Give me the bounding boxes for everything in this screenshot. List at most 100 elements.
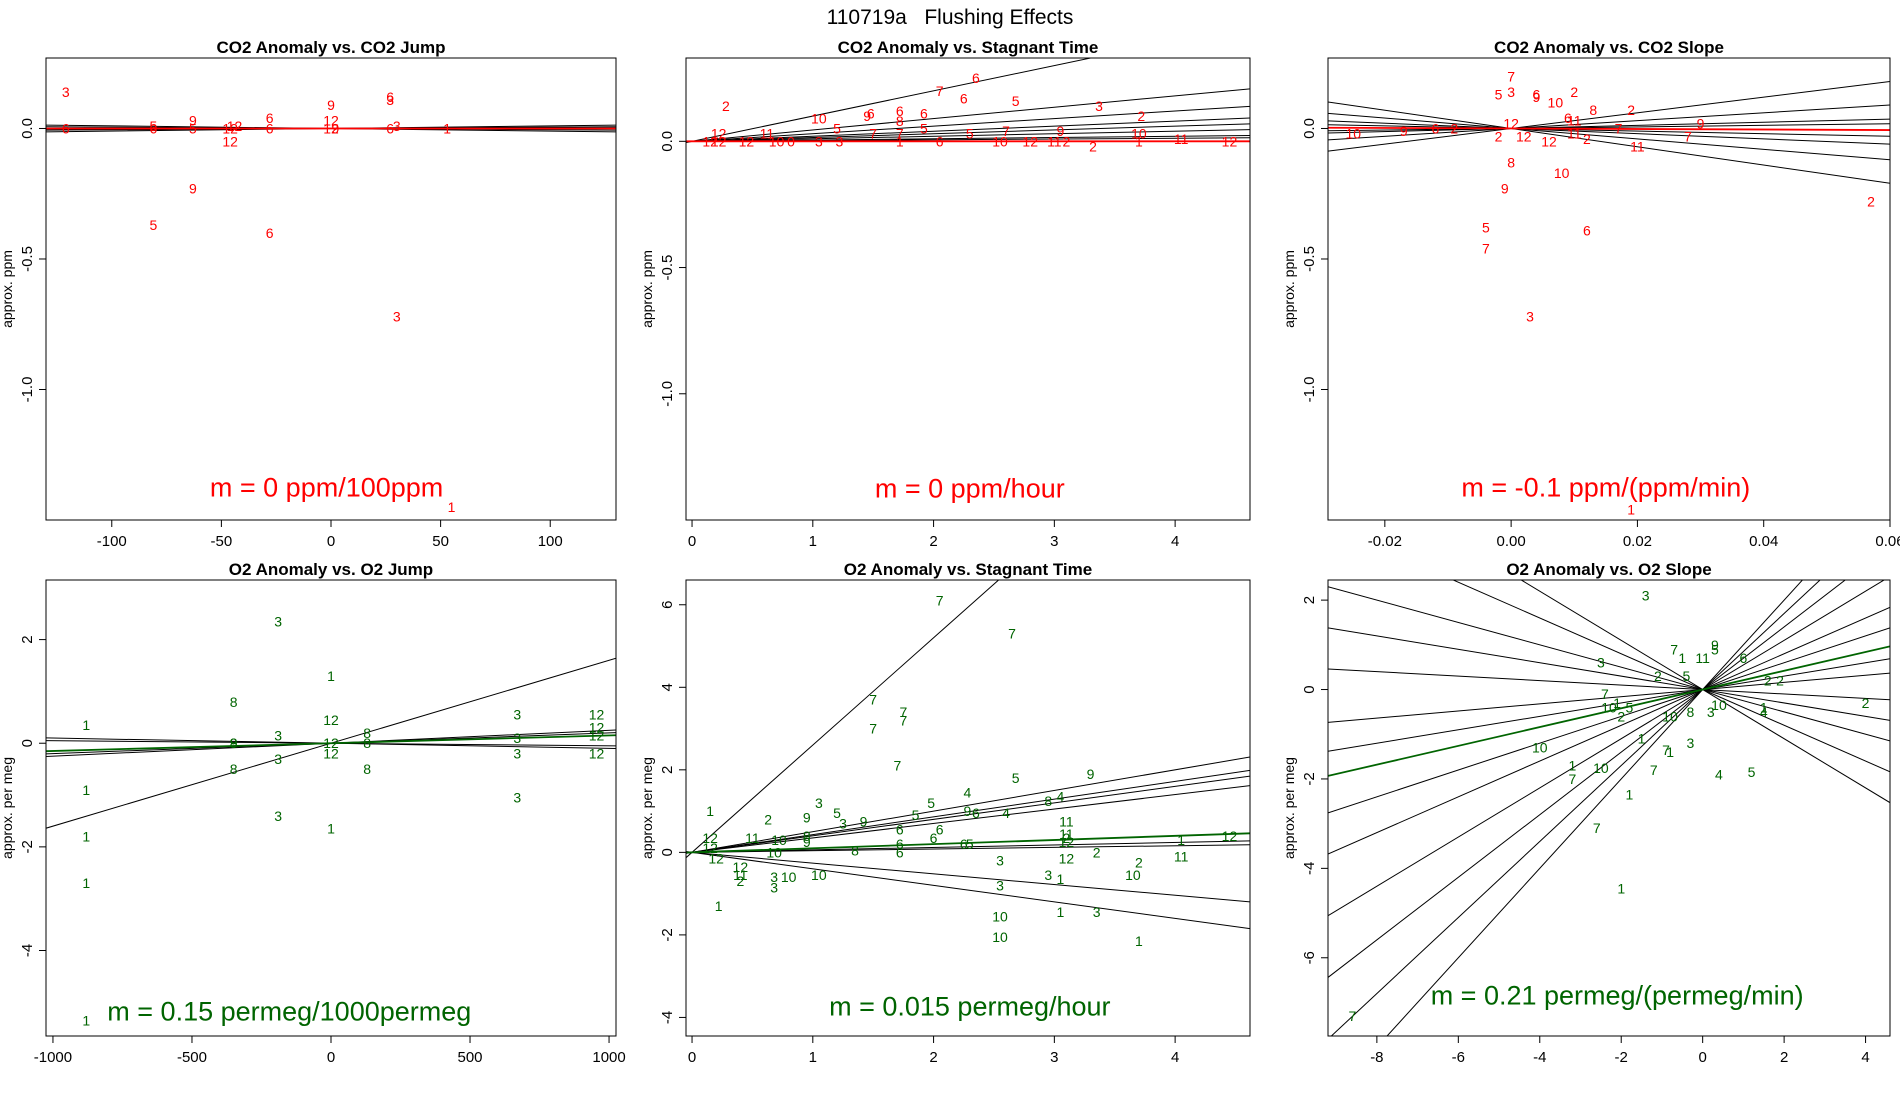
- fit-line-1: [1328, 101, 1890, 184]
- x-tick-label: 0: [688, 533, 696, 550]
- x-tick-label: 1000: [592, 1049, 625, 1066]
- data-point: 3: [1093, 904, 1101, 920]
- data-point: 1: [1056, 904, 1064, 920]
- y-tick-label: -4: [1301, 862, 1318, 875]
- fit-lines: [686, 58, 1250, 144]
- y-tick-label: 6: [659, 601, 676, 609]
- data-point: 1: [82, 829, 90, 845]
- x-tick-label: -8: [1370, 1049, 1383, 1066]
- data-point: 9: [863, 108, 871, 124]
- y-axis-label: approx. per meg: [0, 757, 15, 859]
- data-point: 5: [1682, 668, 1690, 684]
- data-point: 3: [815, 795, 823, 811]
- y-tick-label: 4: [659, 683, 676, 691]
- data-point: 3: [1526, 308, 1534, 324]
- slope-annotation: m = -0.1 ppm/(ppm/min): [1461, 473, 1750, 503]
- fit-lines: [686, 580, 1250, 930]
- fit-line-7: [1328, 124, 1890, 137]
- data-point: 8: [851, 842, 859, 858]
- data-point: 12: [1516, 128, 1532, 144]
- data-point: 7: [1008, 626, 1016, 642]
- data-point: 12: [227, 118, 243, 134]
- data-point: 6: [896, 103, 904, 119]
- fit-line-main: [1328, 126, 1890, 131]
- data-point: 12: [1541, 134, 1557, 150]
- y-tick-label: -2: [19, 840, 36, 853]
- fit-line-2: [686, 756, 1250, 854]
- x-tick-label: 2: [929, 1049, 937, 1066]
- data-point: 8: [363, 761, 371, 777]
- data-point: 6: [930, 830, 938, 846]
- data-point: 1: [1638, 731, 1646, 747]
- data-point: 11: [1059, 813, 1074, 829]
- data-point: 3: [1707, 704, 1715, 720]
- data-point: 12: [711, 126, 727, 142]
- data-point: 2: [1627, 102, 1635, 118]
- data-point: 2: [1776, 673, 1784, 689]
- y-tick-label: 0.0: [659, 131, 676, 152]
- data-point: 12: [323, 735, 339, 751]
- fit-line-7: [1328, 658, 1890, 752]
- data-point: 2: [1617, 708, 1625, 724]
- y-axis-label: approx. ppm: [1281, 250, 1297, 328]
- data-point: 1: [1135, 133, 1143, 149]
- x-tick-label: 0.00: [1497, 533, 1526, 550]
- x-tick-label: 0: [327, 533, 335, 550]
- fit-lines: [46, 124, 616, 133]
- fit-line-6: [686, 129, 1250, 142]
- data-point: 2: [1764, 673, 1772, 689]
- data-point: 1: [1625, 787, 1633, 803]
- data-point: 6: [62, 120, 70, 136]
- data-point: 11: [733, 867, 748, 883]
- data-point: 3: [839, 815, 847, 831]
- data-point: 9: [189, 181, 197, 197]
- data-point: 8: [230, 735, 238, 751]
- data-point: 9: [331, 120, 339, 136]
- y-axis-label: approx. ppm: [639, 250, 655, 328]
- fit-lines: [1328, 80, 1890, 184]
- data-point: 1: [1678, 650, 1686, 666]
- data-point: 9: [1056, 123, 1064, 139]
- data-point: 10: [781, 869, 797, 885]
- y-tick-label: 0.0: [1301, 118, 1318, 139]
- y-tick-label: -2: [659, 928, 676, 941]
- data-point: 12: [589, 707, 605, 723]
- fit-line-4: [1328, 580, 1886, 917]
- data-point: 9: [1501, 181, 1509, 197]
- data-point: 1: [1627, 502, 1635, 518]
- fit-line-5: [1328, 120, 1890, 145]
- data-point: 12: [708, 851, 724, 867]
- fit-line-13: [1520, 580, 1890, 804]
- data-point: 3: [1642, 588, 1650, 604]
- fit-line-2: [1330, 580, 1821, 1036]
- x-tick-label: 500: [458, 1049, 483, 1066]
- data-point: 10: [811, 111, 827, 127]
- fit-line-1: [686, 58, 1094, 144]
- data-point: 3: [513, 790, 521, 806]
- fit-line-2: [1328, 80, 1890, 152]
- data-point: 5: [912, 807, 920, 823]
- y-tick-label: 0: [1301, 685, 1318, 693]
- y-tick-label: 0.0: [19, 118, 36, 139]
- y-tick-label: -4: [659, 1011, 676, 1024]
- y-tick-label: -0.5: [659, 255, 676, 281]
- y-tick-label: -0.5: [1301, 246, 1318, 272]
- y-tick-label: -6: [1301, 951, 1318, 964]
- plot-frame: [1327, 57, 1891, 521]
- x-tick-label: 100: [538, 533, 563, 550]
- data-point: 1: [1617, 880, 1625, 896]
- y-tick-label: -0.5: [19, 246, 36, 272]
- x-tick-label: 1: [809, 1049, 817, 1066]
- data-point: 9: [963, 803, 971, 819]
- data-point: 1: [1177, 832, 1185, 848]
- data-point: 7: [936, 83, 944, 99]
- data-point: 2: [722, 98, 730, 114]
- data-point: 8: [1687, 704, 1695, 720]
- data-point: 3: [770, 879, 778, 895]
- data-point: 1: [82, 782, 90, 798]
- data-point: 10: [1345, 126, 1361, 142]
- x-tick-label: 4: [1171, 533, 1179, 550]
